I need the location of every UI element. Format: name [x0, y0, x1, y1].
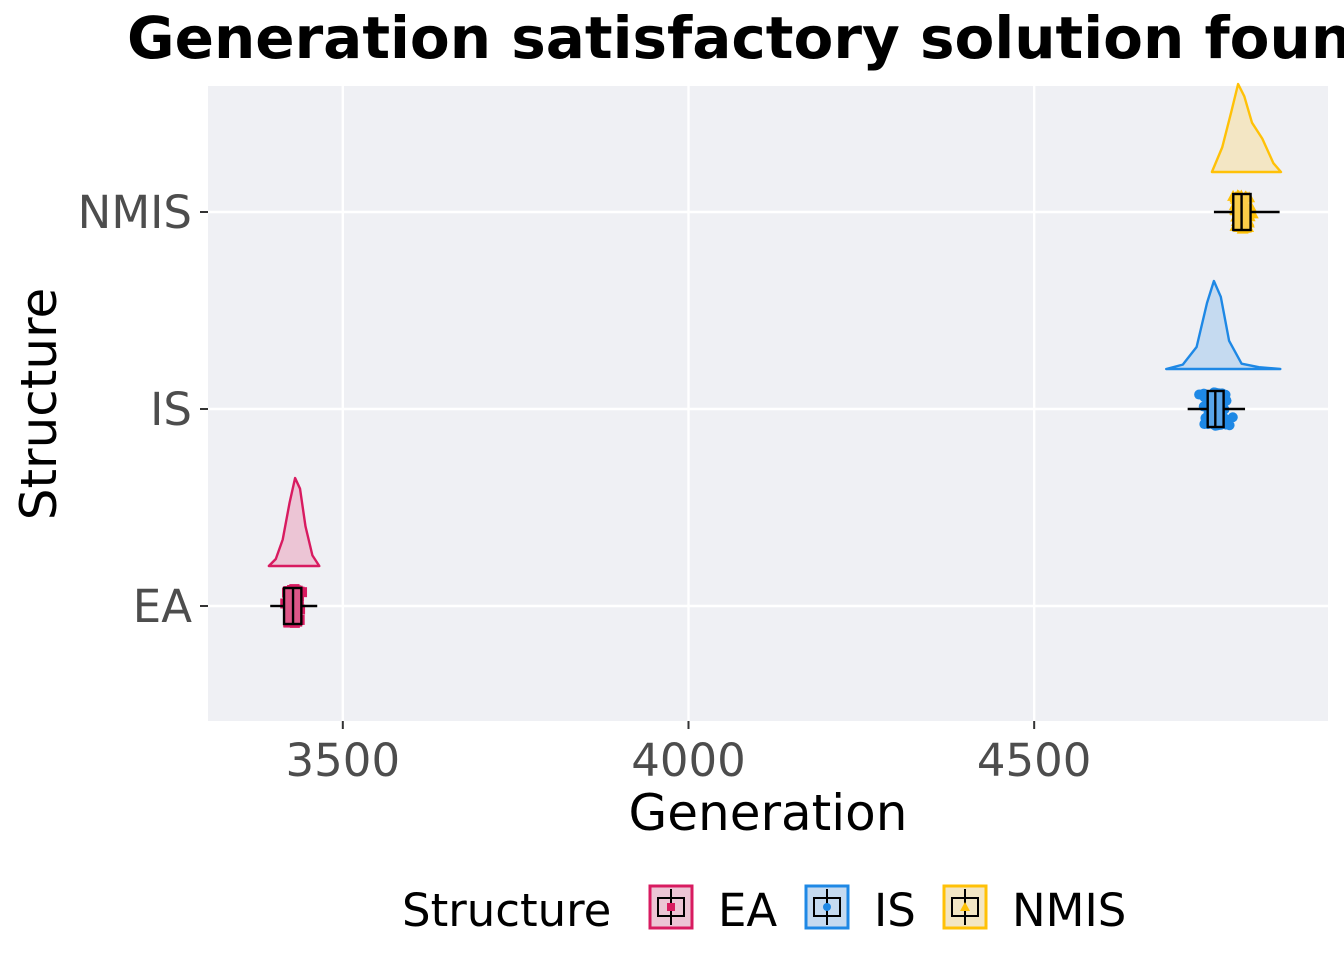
data-point-ea — [289, 614, 300, 625]
data-point-ea — [285, 601, 296, 612]
data-point-is — [1214, 409, 1225, 420]
data-point-ea — [291, 597, 302, 608]
legend-item-ea: EA — [648, 884, 777, 937]
data-point-ea — [283, 615, 294, 626]
legend-label: NMIS — [1012, 884, 1126, 937]
x-tick-label: 3500 — [286, 734, 401, 787]
x-tick-label: 4500 — [977, 734, 1092, 787]
x-axis-title: Generation — [629, 784, 908, 842]
legend-key-box — [657, 897, 685, 917]
legend-key-marker — [823, 903, 831, 911]
legend-title: Structure — [402, 884, 611, 937]
density-cloud-nmis — [1210, 82, 1283, 174]
y-tick-label: EA — [133, 580, 192, 633]
y-axis: EA IS NMIS — [78, 186, 208, 633]
legend-key-box — [951, 897, 979, 917]
plot-panel — [208, 86, 1328, 721]
legend-label: IS — [874, 884, 916, 937]
density-cloud-is — [1165, 279, 1282, 371]
box-plots — [270, 192, 1280, 626]
box-plot-is — [1187, 389, 1246, 429]
legend-key-marker — [960, 902, 970, 911]
y-tick-label: IS — [150, 383, 192, 436]
grid-lines — [208, 86, 1328, 721]
x-tick-label: 4000 — [631, 734, 746, 787]
data-point-ea — [291, 605, 302, 616]
legend-item-is: IS — [804, 884, 916, 937]
box-plot-nmis — [1213, 192, 1280, 232]
legend-item-nmis: NMIS — [942, 884, 1126, 937]
density-cloud-ea — [267, 476, 321, 568]
legend-label: EA — [718, 884, 777, 937]
y-tick-label: NMIS — [78, 186, 192, 239]
y-axis-title: Structure — [10, 288, 68, 521]
legend-key-marker — [667, 903, 675, 911]
x-axis: 3500 4000 4500 — [286, 721, 1092, 787]
density-clouds — [267, 82, 1283, 568]
box-plot-ea — [270, 586, 318, 626]
chart-title: Generation satisfactory solution found — [127, 4, 1344, 72]
legend-key-box — [813, 897, 841, 917]
data-point-ea — [285, 608, 296, 619]
legend: Structure EA IS NMIS — [402, 884, 1126, 937]
